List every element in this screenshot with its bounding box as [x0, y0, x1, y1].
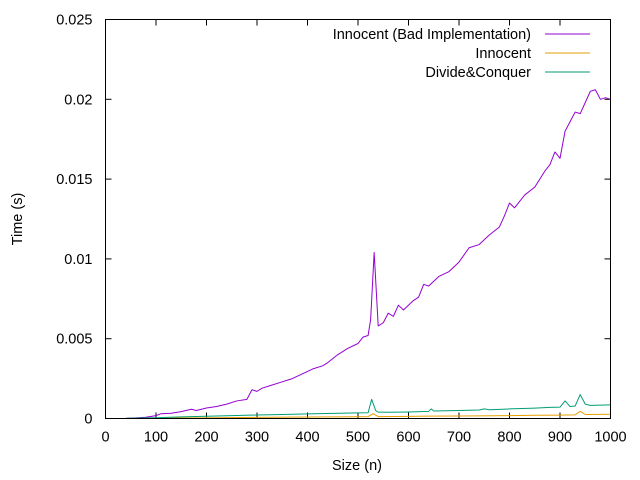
y-axis-label: Time (s) [10, 193, 26, 246]
y-tick-label: 0.005 [56, 332, 92, 348]
series-layer [125, 89, 611, 419]
x-tick-label: 800 [497, 430, 521, 446]
x-tick-label: 1000 [594, 430, 626, 446]
x-tick-label: 700 [447, 430, 471, 446]
x-tick-label: 900 [548, 430, 572, 446]
legend-label: Innocent (Bad Implementation) [333, 27, 531, 43]
x-axis-label: Size (n) [332, 458, 382, 474]
legend-label: Divide&Conquer [425, 65, 531, 81]
y-tick-label: 0.01 [64, 252, 92, 268]
series-line-innocent [125, 410, 611, 419]
x-tick-label: 500 [346, 430, 370, 446]
legend-label: Innocent [475, 46, 531, 62]
plot-frame [105, 19, 611, 419]
ticks-layer: 0 100 200 300 400 500 600 700 800 900 1000 0 0.005 0.… [56, 13, 626, 446]
x-tick-label: 200 [194, 430, 218, 446]
series-line-innocent-bad-implementation [125, 89, 611, 419]
x-tick-label: 0 [101, 430, 109, 446]
legend: Innocent (Bad Implementation) Innocent Div… [333, 27, 590, 81]
x-tick-label: 300 [245, 430, 269, 446]
y-tick-label: 0 [84, 412, 92, 428]
series-line-divide-conquer [125, 394, 611, 419]
x-tick-label: 400 [295, 430, 319, 446]
x-tick-label: 100 [144, 430, 168, 446]
y-tick-label: 0.02 [64, 92, 92, 108]
y-tick-label: 0.015 [56, 172, 92, 188]
y-tick-label: 0.025 [56, 13, 92, 29]
x-tick-label: 600 [396, 430, 420, 446]
